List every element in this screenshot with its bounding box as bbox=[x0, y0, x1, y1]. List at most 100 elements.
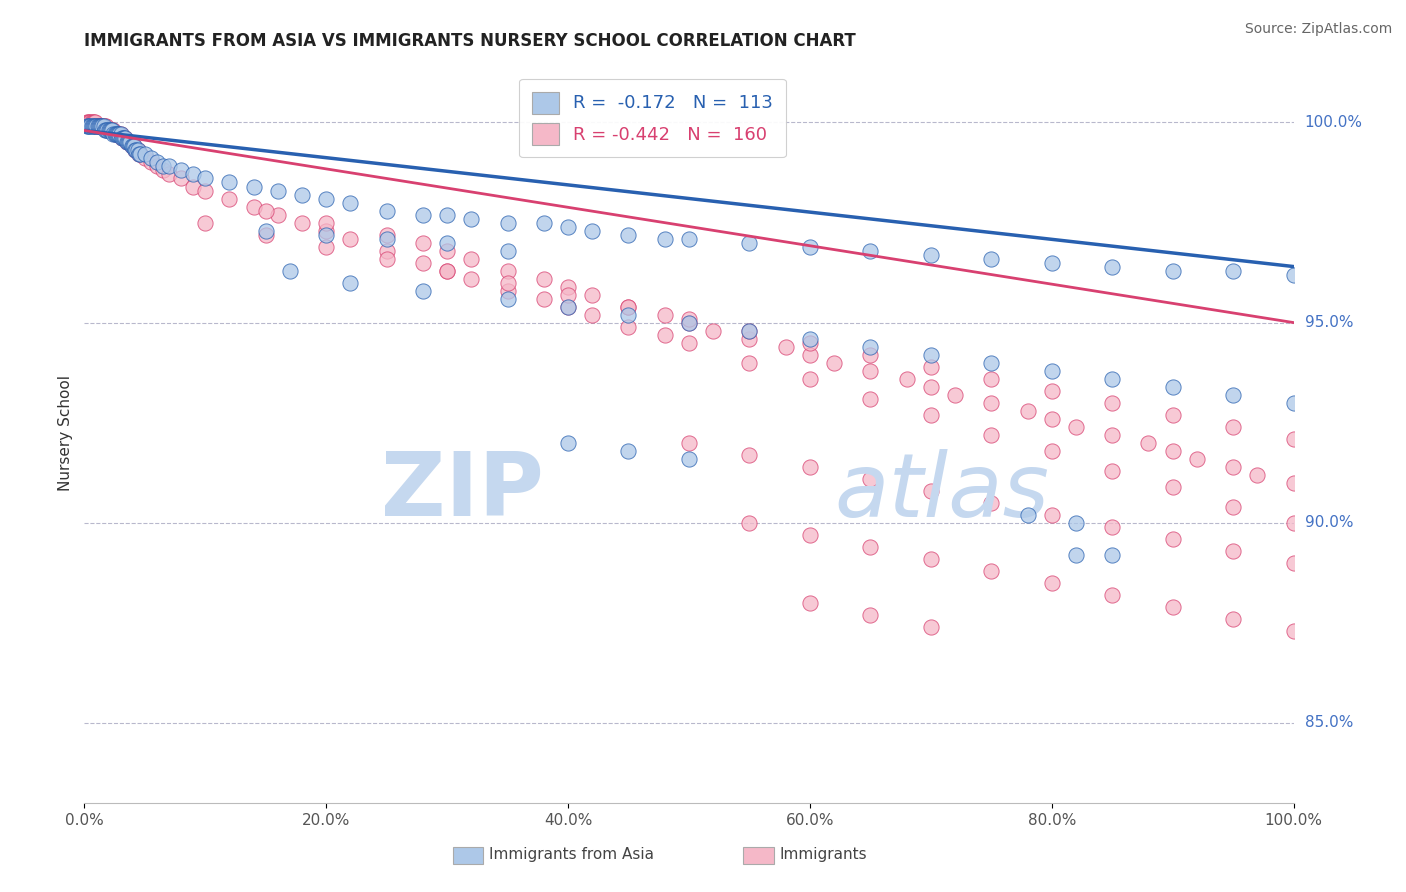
Point bbox=[412, 284, 434, 298]
Point bbox=[1282, 624, 1305, 638]
Point bbox=[617, 308, 640, 322]
Point bbox=[1282, 556, 1305, 570]
Point bbox=[799, 335, 821, 350]
Point bbox=[80, 115, 103, 129]
Point bbox=[533, 271, 555, 285]
Point bbox=[94, 123, 117, 137]
Point bbox=[315, 215, 337, 229]
Point bbox=[112, 131, 135, 145]
Point bbox=[87, 120, 110, 134]
Point bbox=[170, 171, 193, 186]
Point bbox=[920, 551, 942, 566]
Point bbox=[375, 203, 398, 218]
Point bbox=[980, 252, 1002, 266]
Point bbox=[111, 131, 134, 145]
Point bbox=[84, 115, 107, 129]
Point bbox=[980, 395, 1002, 409]
Point bbox=[118, 136, 141, 150]
Point bbox=[1101, 519, 1123, 533]
Point bbox=[315, 223, 337, 237]
Point bbox=[111, 131, 134, 145]
Point bbox=[181, 179, 204, 194]
Point bbox=[121, 139, 143, 153]
Point bbox=[181, 168, 204, 182]
Point bbox=[678, 435, 700, 450]
Point bbox=[170, 163, 193, 178]
Point bbox=[117, 136, 139, 150]
Point bbox=[94, 123, 117, 137]
Point bbox=[1137, 435, 1160, 450]
Point bbox=[557, 435, 579, 450]
Point bbox=[157, 168, 180, 182]
Point bbox=[533, 215, 555, 229]
Point bbox=[1040, 255, 1063, 269]
Point bbox=[496, 263, 519, 277]
Point bbox=[194, 215, 217, 229]
Point bbox=[146, 155, 169, 169]
Point bbox=[90, 120, 112, 134]
Point bbox=[799, 239, 821, 253]
Point bbox=[1161, 599, 1184, 614]
Point bbox=[129, 147, 152, 161]
Point bbox=[1101, 395, 1123, 409]
Point bbox=[375, 231, 398, 245]
Point bbox=[1246, 467, 1268, 482]
Point bbox=[242, 179, 264, 194]
Point bbox=[1101, 427, 1123, 442]
Point bbox=[152, 163, 174, 178]
Point bbox=[1064, 548, 1087, 562]
Point bbox=[94, 120, 117, 134]
Point bbox=[117, 136, 139, 150]
Point bbox=[1222, 459, 1244, 474]
Point bbox=[120, 136, 142, 150]
Point bbox=[114, 131, 136, 145]
Point bbox=[139, 152, 162, 166]
Point bbox=[91, 120, 114, 134]
Point bbox=[134, 152, 156, 166]
FancyBboxPatch shape bbox=[453, 847, 484, 863]
Point bbox=[1282, 395, 1305, 409]
Point bbox=[1282, 516, 1305, 530]
Point bbox=[859, 607, 882, 622]
Point bbox=[581, 223, 603, 237]
Point bbox=[105, 128, 128, 142]
Point bbox=[110, 128, 132, 142]
Point bbox=[738, 324, 761, 338]
Point bbox=[896, 371, 918, 385]
Point bbox=[91, 120, 114, 134]
Point bbox=[1161, 443, 1184, 458]
Point bbox=[103, 123, 125, 137]
Point bbox=[738, 324, 761, 338]
Point bbox=[859, 340, 882, 354]
Legend: R =  -0.172   N =  113, R = -0.442   N =  160: R = -0.172 N = 113, R = -0.442 N = 160 bbox=[519, 78, 786, 157]
Point bbox=[557, 219, 579, 234]
Point bbox=[557, 300, 579, 314]
Point bbox=[980, 564, 1002, 578]
Point bbox=[125, 144, 148, 158]
Point bbox=[120, 136, 142, 150]
Point bbox=[920, 379, 942, 393]
Point bbox=[84, 120, 107, 134]
Point bbox=[86, 120, 108, 134]
Point bbox=[1064, 419, 1087, 434]
Point bbox=[980, 427, 1002, 442]
Point bbox=[1101, 371, 1123, 385]
Point bbox=[678, 451, 700, 466]
Point bbox=[617, 443, 640, 458]
Point bbox=[1282, 475, 1305, 490]
FancyBboxPatch shape bbox=[744, 847, 773, 863]
Point bbox=[859, 540, 882, 554]
Point bbox=[134, 147, 156, 161]
Point bbox=[104, 128, 127, 142]
Point bbox=[76, 115, 98, 129]
Point bbox=[115, 136, 138, 150]
Point bbox=[436, 263, 458, 277]
Point bbox=[157, 160, 180, 174]
Point bbox=[436, 263, 458, 277]
Point bbox=[1017, 508, 1039, 522]
Point bbox=[557, 279, 579, 293]
Point bbox=[557, 287, 579, 301]
Y-axis label: Nursery School: Nursery School bbox=[58, 375, 73, 491]
Point bbox=[86, 120, 108, 134]
Point bbox=[799, 371, 821, 385]
